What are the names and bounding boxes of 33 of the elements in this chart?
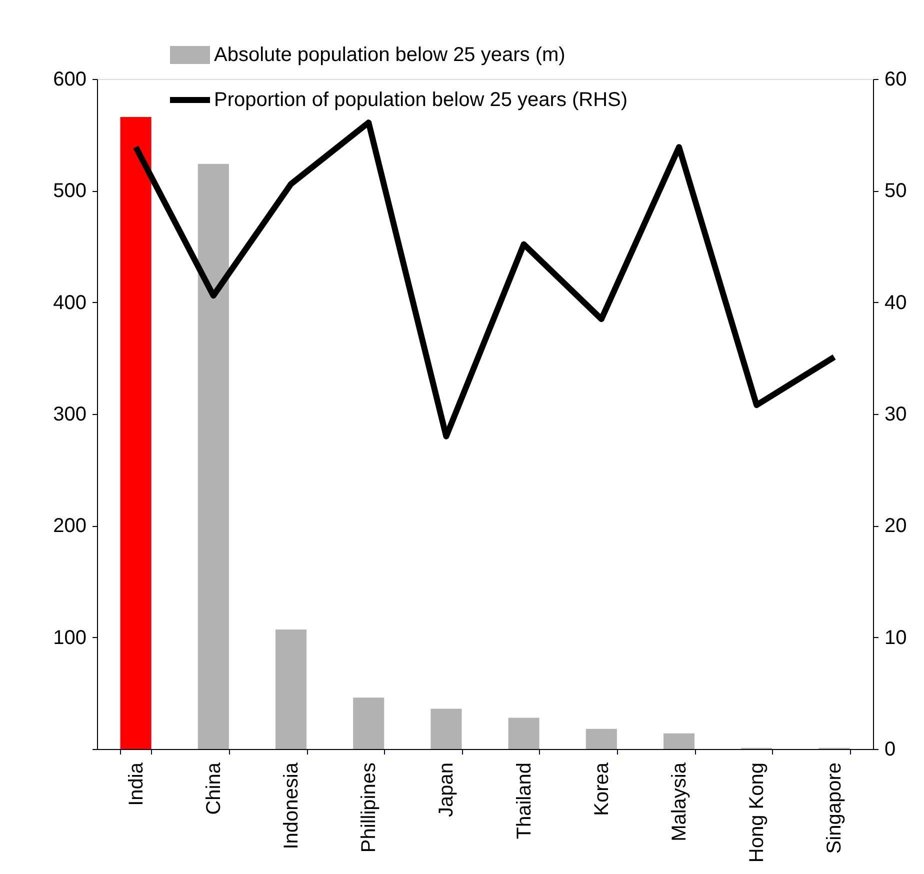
legend-label: Absolute population below 25 years (m) [214,44,566,66]
bar [430,708,462,749]
y-tick-label: 200 [53,515,86,538]
y-tick-label: 400 [53,292,86,314]
x-tick-label: Malaysia [668,762,690,842]
y2-tick-label: 30 [884,404,907,426]
x-tick-label: Indonesia [280,762,302,850]
x-tick-label: Singapore [824,762,846,854]
y2-tick-label: 60 [884,68,907,90]
x-tick-label: India [125,762,148,806]
bar [586,728,617,749]
y-tick-label: 500 [53,180,86,202]
x-tick-label: China [202,762,225,815]
legend-label: Proportion of population below 25 years (RHS) [214,89,628,111]
bar [198,164,229,749]
y2-tick-label: 20 [884,515,907,538]
bar [275,630,307,749]
y2-tick-label: 0 [884,738,896,760]
bar [120,116,152,749]
x-tick-label: Phillipines [358,762,380,853]
y-tick-label: 100 [53,626,86,649]
y2-tick-label: 50 [884,180,907,202]
bar [663,733,695,749]
x-tick-label: Hong Kong [746,762,768,863]
y2-tick-label: 40 [884,292,907,314]
bar [508,718,540,749]
x-tick-label: Japan [436,762,458,817]
bar [353,698,384,749]
y2-tick-label: 10 [884,626,907,649]
y-tick-label: 300 [53,404,86,426]
x-tick-label: Thailand [513,762,536,840]
y-tick-label: 600 [53,68,86,90]
x-tick-label: Korea [590,762,613,816]
